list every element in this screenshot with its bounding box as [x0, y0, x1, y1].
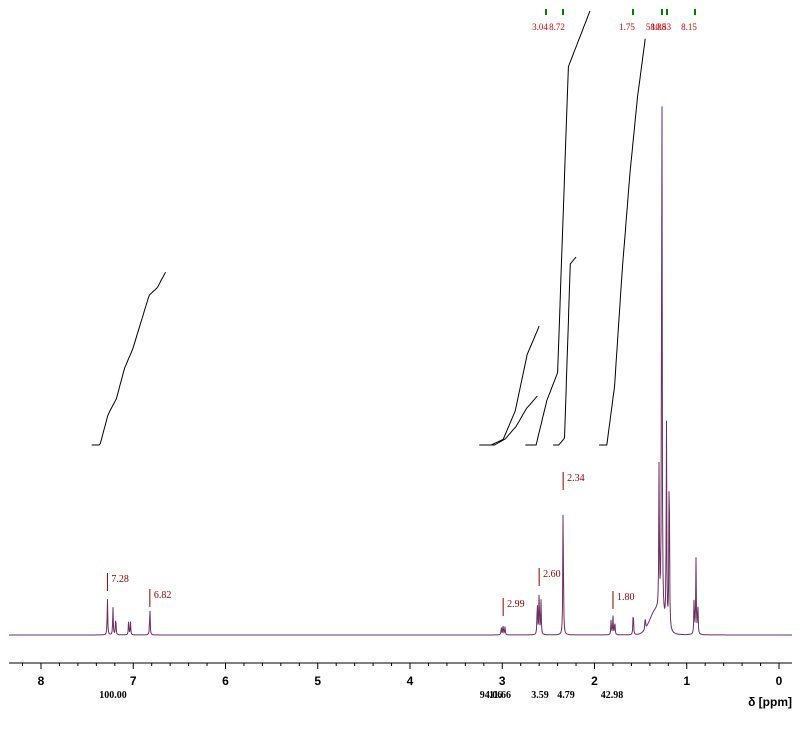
- x-tick-label: 6: [222, 674, 229, 688]
- integral-marker: [545, 9, 547, 15]
- x-axis-title: δ [ppm]: [748, 695, 792, 709]
- x-tick-label: 3: [499, 674, 506, 688]
- integral-top-value: 58.88: [646, 22, 667, 32]
- x-axis-ticks: 8 7 6 5 4 3 2 1 0: [22, 663, 783, 688]
- integral-value: 4.79: [557, 690, 575, 701]
- peak-label: 2.34: [567, 473, 585, 484]
- integral-curve: [479, 325, 540, 446]
- integral-curve: [553, 256, 577, 446]
- x-tick-label: 2: [591, 674, 598, 688]
- integral-value: 11.66: [489, 690, 511, 701]
- integral-marker: [562, 9, 564, 15]
- integral-curve: [599, 38, 646, 446]
- integral-curves: [91, 10, 646, 446]
- peak-label: 1.80: [617, 592, 635, 603]
- integral-value: 100.00: [99, 690, 127, 701]
- peak-labels: 7.28 6.82 2.99 2.60 2.34 1.80: [106, 472, 635, 616]
- integral-value: 42.98: [601, 690, 624, 701]
- integral-top-value: 3.04: [532, 22, 548, 32]
- integral-marker: [666, 9, 668, 15]
- peak-label: 2.99: [507, 599, 525, 610]
- integral-value: 3.59: [531, 690, 549, 701]
- x-tick-label: 7: [130, 674, 137, 688]
- integral-curve: [483, 395, 538, 446]
- x-tick-label: 4: [407, 674, 414, 688]
- integral-marker: [694, 9, 696, 15]
- integral-marker: [632, 9, 634, 15]
- integral-top-value: 8.15: [681, 22, 697, 32]
- peak-label: 6.82: [154, 590, 172, 601]
- integral-top-value: 10.53: [651, 22, 672, 32]
- integral-curve: [91, 271, 166, 446]
- integral-curve: [525, 10, 591, 446]
- x-tick-label: 1: [683, 674, 690, 688]
- x-tick-label: 5: [314, 674, 321, 688]
- integral-top-value: 8.72: [549, 22, 565, 32]
- peak-label: 7.28: [111, 574, 129, 585]
- x-tick-label: 8: [38, 674, 45, 688]
- integral-marker: [661, 9, 663, 15]
- x-tick-label: 0: [776, 674, 783, 688]
- peak-label: 2.60: [543, 569, 561, 580]
- integral-value: 94.06: [480, 690, 503, 701]
- spectrum-trace: [9, 106, 792, 636]
- spectrum-layer: [9, 106, 792, 636]
- integral-top-value: 1.75: [619, 22, 635, 32]
